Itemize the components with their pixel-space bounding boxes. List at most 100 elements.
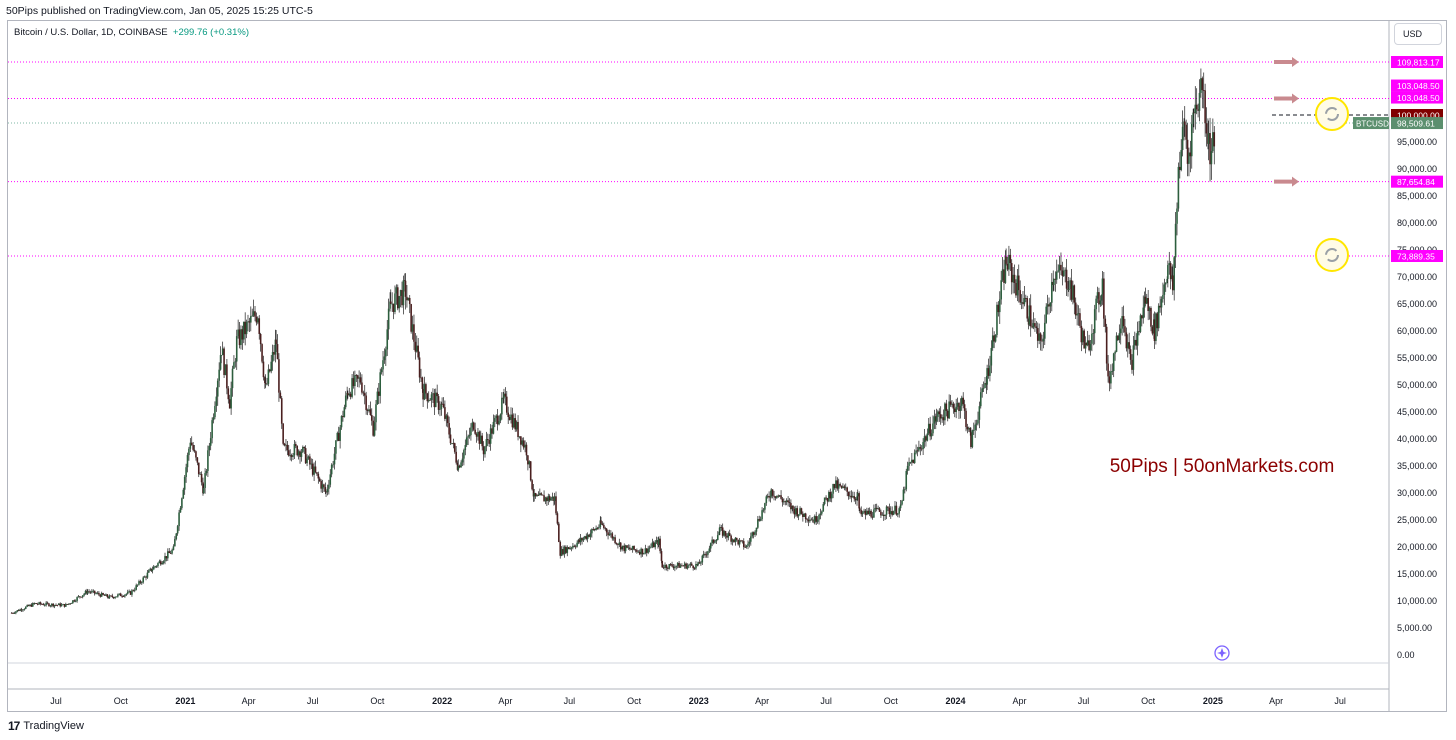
candle-down [1031,326,1033,328]
candle-down [223,348,225,375]
candle-down [605,528,608,533]
symbol-tag-bg [1353,117,1389,130]
candle-up [648,547,651,549]
candle-up [1058,264,1061,271]
candle-up [293,444,296,456]
candle-down [20,609,23,611]
candle-down [660,551,663,561]
candle-up [247,321,249,323]
candle-up [618,542,621,545]
candle-up [676,562,679,566]
candle-up [313,466,315,475]
candle-down [10,612,13,614]
alert-circle[interactable] [1315,238,1349,272]
candle-up [498,420,500,425]
candle-up [457,465,460,470]
candle-down [810,519,813,521]
candle-down [1026,298,1029,319]
candle-down [771,489,774,496]
candle-down [543,495,545,502]
publish-header: 50Pips published on TradingView.com, Jan… [6,5,313,17]
candle-down [1153,319,1156,341]
candle-down [362,392,365,394]
candle-up [185,467,187,477]
candle-down [1070,280,1073,300]
candle-up [1089,343,1092,351]
candle-down [264,377,266,384]
candle-down [442,403,445,408]
candle-down [255,316,258,323]
candle-up [901,500,903,505]
candle-down [626,545,628,548]
candle-up [1101,278,1104,295]
candle-down [337,432,340,441]
candle-up [1046,304,1049,307]
alert-circle[interactable] [1315,97,1349,131]
candle-down [641,548,644,555]
candle-down [833,483,836,488]
candle-down [1122,316,1125,327]
candle-down [408,297,411,305]
candle-up [326,488,329,493]
candle-down [1039,333,1042,341]
candle-up [333,453,336,465]
candle-up [351,378,353,397]
candle-up [1001,269,1004,281]
candle-up [157,563,159,567]
candle-down [788,502,791,504]
candle-up [990,347,993,366]
candle-down [36,603,39,605]
candle-down [437,396,440,410]
last-price-tag: 98,509.61 [1397,119,1435,129]
candle-down [826,498,829,502]
candle-up [697,562,699,565]
candle-down [248,321,251,323]
candle-up [1198,92,1201,111]
candle-down [541,494,544,496]
x-tick-label: Oct [1141,696,1156,706]
candle-up [715,539,718,542]
star-circle-icon[interactable] [1214,645,1230,661]
currency-button[interactable]: USD [1394,23,1442,45]
candle-down [254,311,256,317]
candle-up [627,547,630,549]
candle-up [851,496,854,498]
candle-down [846,487,848,492]
candle-up [589,533,592,537]
candle-up [711,539,713,544]
candle-up [460,462,462,468]
candle-down [860,510,863,515]
candle-up [651,542,654,547]
candle-down [887,506,889,508]
candle-up [43,605,46,606]
candle-down [227,388,230,400]
candle-down [773,495,775,497]
candle-down [742,541,745,547]
candle-up [358,377,360,379]
candle-down [280,398,283,424]
candle-down [27,605,30,607]
candle-up [822,504,825,512]
candle-down [355,375,358,376]
candle-down [1010,263,1013,283]
candle-up [941,417,943,419]
candle-up [267,369,270,384]
candle-up [1076,314,1078,316]
candle-up [1032,323,1035,328]
candle-up [1112,353,1115,371]
candle-down [614,537,616,543]
candle-down [963,404,966,411]
candle-down [48,603,50,607]
candle-down [522,440,525,448]
candle-up [297,451,300,456]
candle-up [96,592,99,594]
candle-up [251,315,254,317]
candle-down [678,562,680,568]
candle-down [342,415,344,418]
candle-down [604,527,607,529]
candle-down [529,461,532,481]
candle-down [1041,340,1043,342]
candle-up [205,470,208,474]
candle-down [414,341,417,352]
